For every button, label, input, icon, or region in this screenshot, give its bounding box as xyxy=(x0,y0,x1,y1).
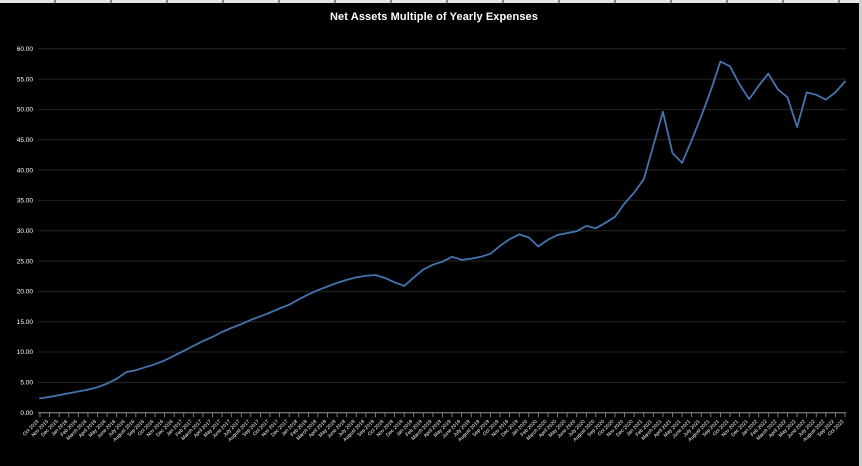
data-series xyxy=(39,60,846,400)
svg-text:20.00: 20.00 xyxy=(17,289,34,296)
svg-text:5.00: 5.00 xyxy=(20,380,33,387)
axes xyxy=(38,412,846,418)
svg-text:55.00: 55.00 xyxy=(17,76,34,83)
svg-text:25.00: 25.00 xyxy=(17,258,34,265)
svg-text:35.00: 35.00 xyxy=(17,198,34,205)
gridlines xyxy=(38,48,846,383)
svg-text:15.00: 15.00 xyxy=(17,319,34,326)
net-assets-line xyxy=(39,60,846,400)
svg-text:10.00: 10.00 xyxy=(17,349,34,356)
y-axis-labels: 0.00 5.00 10.00 15.00 20.00 25.00 30.00 35.00 40… xyxy=(17,46,34,417)
svg-text:45.00: 45.00 xyxy=(17,137,34,144)
svg-text:50.00: 50.00 xyxy=(17,107,34,114)
chart-title: Net Assets Multiple of Yearly Expenses xyxy=(330,11,538,23)
svg-text:0.00: 0.00 xyxy=(20,410,33,417)
svg-text:60.00: 60.00 xyxy=(17,46,34,53)
svg-text:40.00: 40.00 xyxy=(17,167,34,174)
svg-text:30.00: 30.00 xyxy=(17,228,34,235)
vertical-scrollbar[interactable] xyxy=(859,0,862,466)
spreadsheet-top-edge xyxy=(0,0,862,3)
